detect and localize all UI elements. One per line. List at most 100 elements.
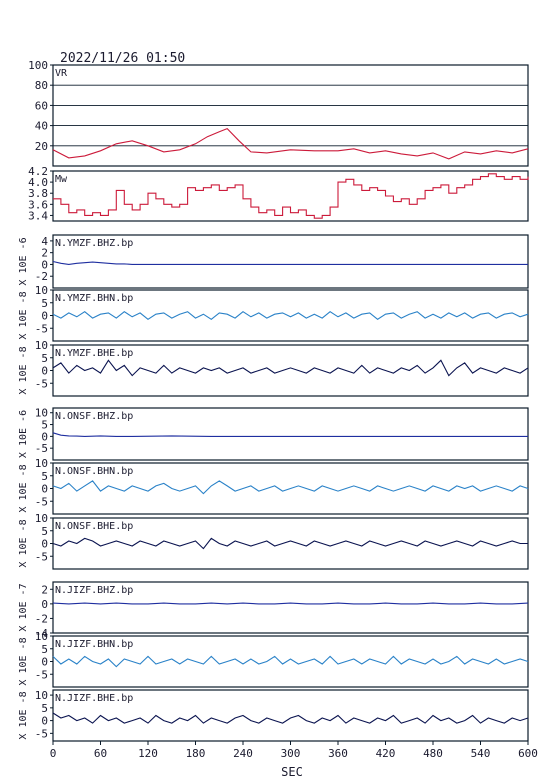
y-tick-label: 0	[41, 365, 48, 378]
panel-label: N.JIZF.BHE.bp	[55, 693, 133, 704]
y-tick-label: 5	[41, 352, 48, 365]
y-axis-unit-label: X 10E -8	[18, 691, 29, 739]
y-tick-label: 0	[41, 715, 48, 728]
y-tick-label: 60	[35, 99, 48, 112]
y-tick-label: -5	[35, 668, 48, 681]
y-tick-label: 5	[41, 702, 48, 715]
series-line-jizf-bhe	[52, 712, 529, 724]
panel-label: N.ONSF.BHE.bp	[55, 521, 133, 532]
x-tick-label: 240	[233, 747, 253, 760]
panel-label: N.JIZF.BHZ.bp	[55, 585, 133, 596]
panel-frame	[52, 581, 529, 634]
y-axis-unit-label: X 10E -8	[18, 291, 29, 339]
panel-label: N.ONSF.BHZ.bp	[55, 411, 133, 422]
x-axis: 0 60 120 180 240 300 360 420 480 540 600	[50, 741, 538, 760]
y-tick-label: 2	[41, 583, 48, 596]
panel-frame	[52, 64, 529, 167]
x-tick-label: 540	[471, 747, 491, 760]
y-tick-label: 4.2	[28, 165, 48, 178]
y-tick-label: 10	[35, 407, 48, 420]
x-tick-label: 180	[186, 747, 206, 760]
y-axis-unit-label: X 10E -7	[18, 583, 29, 631]
series-line-ymzf-bhz	[52, 260, 528, 265]
series-line-ymzf-bhe	[52, 359, 529, 377]
panel-label: N.YMZF.BHE.bp	[55, 348, 133, 359]
y-tick-label: 5	[41, 525, 48, 538]
x-tick-label: 360	[328, 747, 348, 760]
y-axis-unit-label: X 10E -8	[18, 464, 29, 512]
series-line-jizf-bhz	[52, 602, 529, 605]
y-tick-label: 40	[35, 120, 48, 133]
y-tick-label: -5	[35, 495, 48, 508]
y-tick-label: -5	[35, 442, 48, 455]
panel-label: N.YMZF.BHN.bp	[55, 293, 133, 304]
y-tick-label: -5	[35, 377, 48, 390]
series-line-vr	[52, 127, 529, 160]
y-tick-label: 4	[41, 235, 48, 248]
y-tick-label: 5	[41, 470, 48, 483]
y-tick-label: 80	[35, 79, 48, 92]
x-tick-label: 0	[50, 747, 57, 760]
y-tick-label: 3.8	[28, 187, 48, 200]
y-tick-label: 5	[41, 297, 48, 310]
y-tick-label: 4.0	[28, 176, 48, 189]
y-axis-unit-label: X 10E -8	[18, 637, 29, 685]
x-tick-label: 600	[518, 747, 538, 760]
y-tick-label: -5	[35, 550, 48, 563]
y-tick-label: -5	[35, 727, 48, 740]
panel-vr: 20 40 60 80 100 VR	[28, 59, 529, 167]
panel-frame	[52, 170, 529, 222]
panel-label: N.JIZF.BHN.bp	[55, 639, 133, 650]
y-tick-label: 3.4	[28, 209, 48, 222]
y-tick-label: 10	[35, 630, 48, 643]
x-tick-label: 420	[376, 747, 396, 760]
y-tick-label: 0	[41, 598, 48, 611]
y-tick-label: 10	[35, 339, 48, 352]
series-line-mw	[53, 173, 529, 219]
panel-mw: 3.43.63.84.04.2 Mw	[28, 165, 529, 222]
y-tick-label: -2	[35, 270, 48, 283]
datetime-title: 2022/11/26 01:50	[60, 51, 185, 66]
series-line-ymzf-bhn	[52, 311, 529, 320]
x-tick-label: 480	[423, 747, 443, 760]
y-tick-label: 5	[41, 419, 48, 432]
x-tick-label: 60	[94, 747, 107, 760]
y-tick-label: 10	[35, 689, 48, 702]
y-tick-label: -4	[35, 627, 49, 640]
panel-label: N.YMZF.BHZ.bp	[55, 238, 133, 249]
x-tick-label: 120	[138, 747, 158, 760]
y-tick-label: 0	[41, 538, 48, 551]
y-tick-label: 2	[41, 247, 48, 260]
panel-label: VR	[55, 68, 68, 79]
y-tick-label: 0	[41, 310, 48, 323]
y-tick-label: 3.6	[28, 198, 48, 211]
y-tick-label: 0	[41, 258, 48, 271]
series-line-onsf-bhe	[52, 537, 528, 550]
x-tick-label: 300	[281, 747, 301, 760]
series-line-onsf-bhz	[52, 432, 528, 437]
panel-jizf-bhz: -4 -20 2 N.JIZF.BHZ.bp X 10E -7	[18, 581, 529, 640]
y-tick-label: 10	[35, 457, 48, 470]
y-tick-label: 10	[35, 512, 48, 525]
x-axis-label: SEC	[281, 765, 303, 779]
y-tick-label: -2	[35, 612, 48, 625]
y-tick-label: 0	[41, 656, 48, 669]
y-tick-label: -5	[35, 322, 48, 335]
y-tick-label: 0	[41, 483, 48, 496]
y-axis-unit-label: X 10E -8	[18, 519, 29, 567]
y-tick-label: 0	[41, 430, 48, 443]
y-tick-label: 10	[35, 284, 48, 297]
y-axis-unit-label: X 10E -8	[18, 346, 29, 394]
panel-label: N.ONSF.BHN.bp	[55, 466, 133, 477]
y-tick-label: 100	[28, 59, 48, 72]
